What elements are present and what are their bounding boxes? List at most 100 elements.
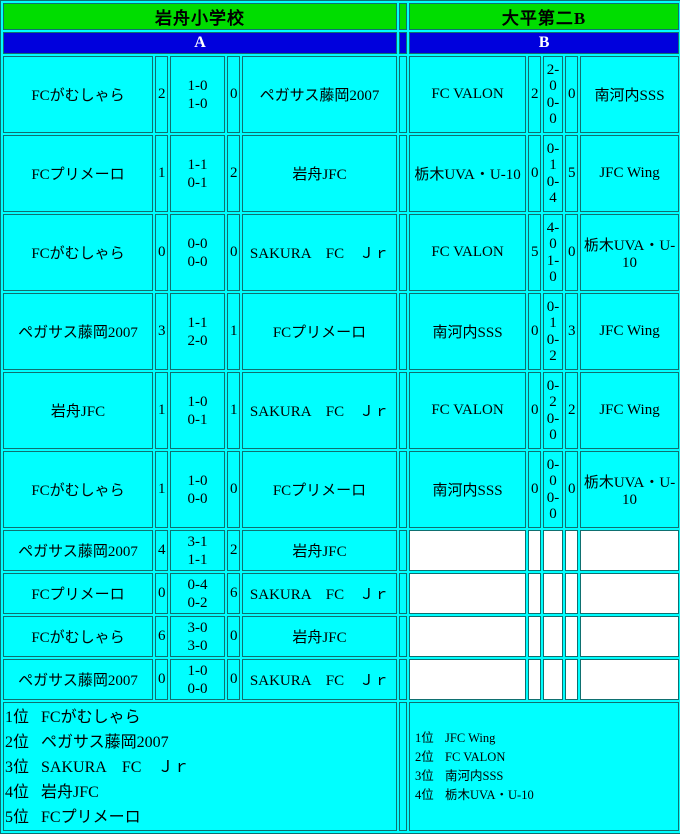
home-team-cell: FCがむしゃら — [3, 56, 153, 133]
home-score-cell: 5 — [528, 214, 542, 291]
home-score-cell: 0 — [528, 293, 542, 370]
second-half-score: 0-2 — [546, 331, 560, 365]
first-half-score: 1-1 — [187, 314, 208, 331]
match-row: FCがむしゃら 0 0-0 0-0 0 SAKURA FC Ｊｒ FC VALO… — [3, 214, 680, 291]
home-score-cell: 0 — [528, 451, 542, 528]
away-team-cell: 南河内SSS — [580, 56, 680, 133]
home-score-cell: 6 — [155, 616, 168, 657]
first-half-score: 0-0 — [546, 456, 560, 490]
empty-cell — [565, 616, 579, 657]
away-score-cell: 0 — [227, 659, 240, 700]
team-name: JFC Wing — [445, 730, 496, 745]
home-team-cell: FC VALON — [409, 372, 527, 449]
first-half-score: 2-0 — [546, 61, 560, 95]
second-half-score: 0-0 — [187, 680, 208, 697]
standing-item: 3位 SAKURA FC Ｊｒ — [5, 755, 394, 780]
away-score-cell: 2 — [227, 530, 240, 571]
home-team-cell: 岩舟JFC — [3, 372, 153, 449]
second-half-score: 0-2 — [187, 594, 208, 611]
second-half-score: 0-1 — [187, 411, 208, 428]
away-score-cell: 0 — [565, 56, 579, 133]
second-half-score: 0-0 — [187, 490, 208, 507]
standing-item: 4位 栃木UVA・U-10 — [415, 786, 676, 805]
rank-label: 5位 — [5, 809, 30, 826]
spacer-cell — [399, 451, 408, 528]
away-score-cell: 0 — [227, 214, 240, 291]
empty-cell — [580, 530, 680, 571]
second-half-score: 2-0 — [187, 332, 208, 349]
group-b-label: B — [409, 32, 680, 54]
empty-cell — [528, 573, 542, 614]
rank-label: 2位 — [5, 734, 30, 751]
standing-item: 2位 FC VALON — [415, 748, 676, 767]
first-half-score: 4-0 — [546, 219, 560, 253]
venue-a-title: 岩舟小学校 — [3, 3, 398, 30]
spacer-cell — [399, 702, 408, 831]
halftime-score-cell: 2-0 0-0 — [543, 56, 564, 133]
home-team-cell: FCがむしゃら — [3, 451, 153, 528]
standing-item: 5位 FCプリメーロ — [5, 805, 394, 830]
empty-cell — [409, 573, 527, 614]
halftime-score-cell: 3-1 1-1 — [170, 530, 225, 571]
away-score-cell: 2 — [565, 372, 579, 449]
match-row: ペガサス藤岡2007 4 3-1 1-1 2 岩舟JFC — [3, 530, 680, 571]
first-half-score: 3-1 — [187, 533, 208, 550]
first-half-score: 3-0 — [187, 619, 208, 636]
spacer-cell — [399, 659, 408, 700]
away-score-cell: 1 — [227, 293, 240, 370]
match-row: ペガサス藤岡2007 0 1-0 0-0 0 SAKURA FC Ｊｒ — [3, 659, 680, 700]
second-half-score: 1-1 — [187, 551, 208, 568]
home-team-cell: FC VALON — [409, 214, 527, 291]
standings-group-a: 1位 FCがむしゃら 2位 ペガサス藤岡2007 3位 SAKURA FC Ｊｒ 4位… — [3, 702, 398, 831]
spacer-cell — [399, 293, 408, 370]
empty-cell — [543, 573, 564, 614]
away-team-cell: SAKURA FC Ｊｒ — [242, 659, 398, 700]
standing-item: 3位 南河内SSS — [415, 767, 676, 786]
first-half-score: 0-0 — [187, 235, 208, 252]
away-score-cell: 0 — [227, 56, 240, 133]
standings-group-b: 1位 JFC Wing 2位 FC VALON 3位 南河内SSS 4位 栃木UVA・U… — [409, 702, 680, 831]
second-half-score: 0-0 — [546, 410, 560, 444]
team-name: FC VALON — [445, 749, 506, 764]
empty-cell — [580, 573, 680, 614]
spacer-cell — [399, 573, 408, 614]
halftime-score-cell: 0-1 0-4 — [543, 135, 564, 212]
away-team-cell: SAKURA FC Ｊｒ — [242, 372, 398, 449]
first-half-score: 1-0 — [187, 393, 208, 410]
halftime-score-cell: 1-0 0-1 — [170, 372, 225, 449]
halftime-score-cell: 0-0 0-0 — [543, 451, 564, 528]
first-half-score: 0-4 — [187, 576, 208, 593]
empty-cell — [580, 616, 680, 657]
team-name: 南河内SSS — [445, 768, 504, 783]
halftime-score-cell: 0-4 0-2 — [170, 573, 225, 614]
team-name: ペガサス藤岡2007 — [41, 734, 169, 751]
away-team-cell: JFC Wing — [580, 293, 680, 370]
standing-item: 4位 岩舟JFC — [5, 780, 394, 805]
halftime-score-cell: 3-0 3-0 — [170, 616, 225, 657]
rank-label: 4位 — [415, 787, 434, 802]
first-half-score: 1-0 — [187, 472, 208, 489]
spacer-cell — [399, 530, 408, 571]
spacer-cell — [399, 56, 408, 133]
second-half-score: 0-4 — [546, 173, 560, 207]
away-score-cell: 1 — [227, 372, 240, 449]
empty-cell — [409, 530, 527, 571]
rank-label: 4位 — [5, 784, 30, 801]
home-score-cell: 1 — [155, 451, 168, 528]
away-team-cell: 栃木UVA・U-10 — [580, 214, 680, 291]
second-half-score: 1-0 — [187, 95, 208, 112]
team-name: FCがむしゃら — [41, 709, 141, 726]
venue-b-title: 大平第二B — [409, 3, 680, 30]
empty-cell — [565, 530, 579, 571]
away-team-cell: JFC Wing — [580, 135, 680, 212]
away-team-cell: 岩舟JFC — [242, 616, 398, 657]
empty-cell — [528, 659, 542, 700]
rank-label: 2位 — [415, 749, 434, 764]
match-row: FCがむしゃら 2 1-0 1-0 0 ペガサス藤岡2007 FC VALON … — [3, 56, 680, 133]
away-team-cell: 岩舟JFC — [242, 530, 398, 571]
empty-cell — [580, 659, 680, 700]
standing-item: 1位 JFC Wing — [415, 729, 676, 748]
rank-label: 3位 — [415, 768, 434, 783]
empty-cell — [565, 659, 579, 700]
